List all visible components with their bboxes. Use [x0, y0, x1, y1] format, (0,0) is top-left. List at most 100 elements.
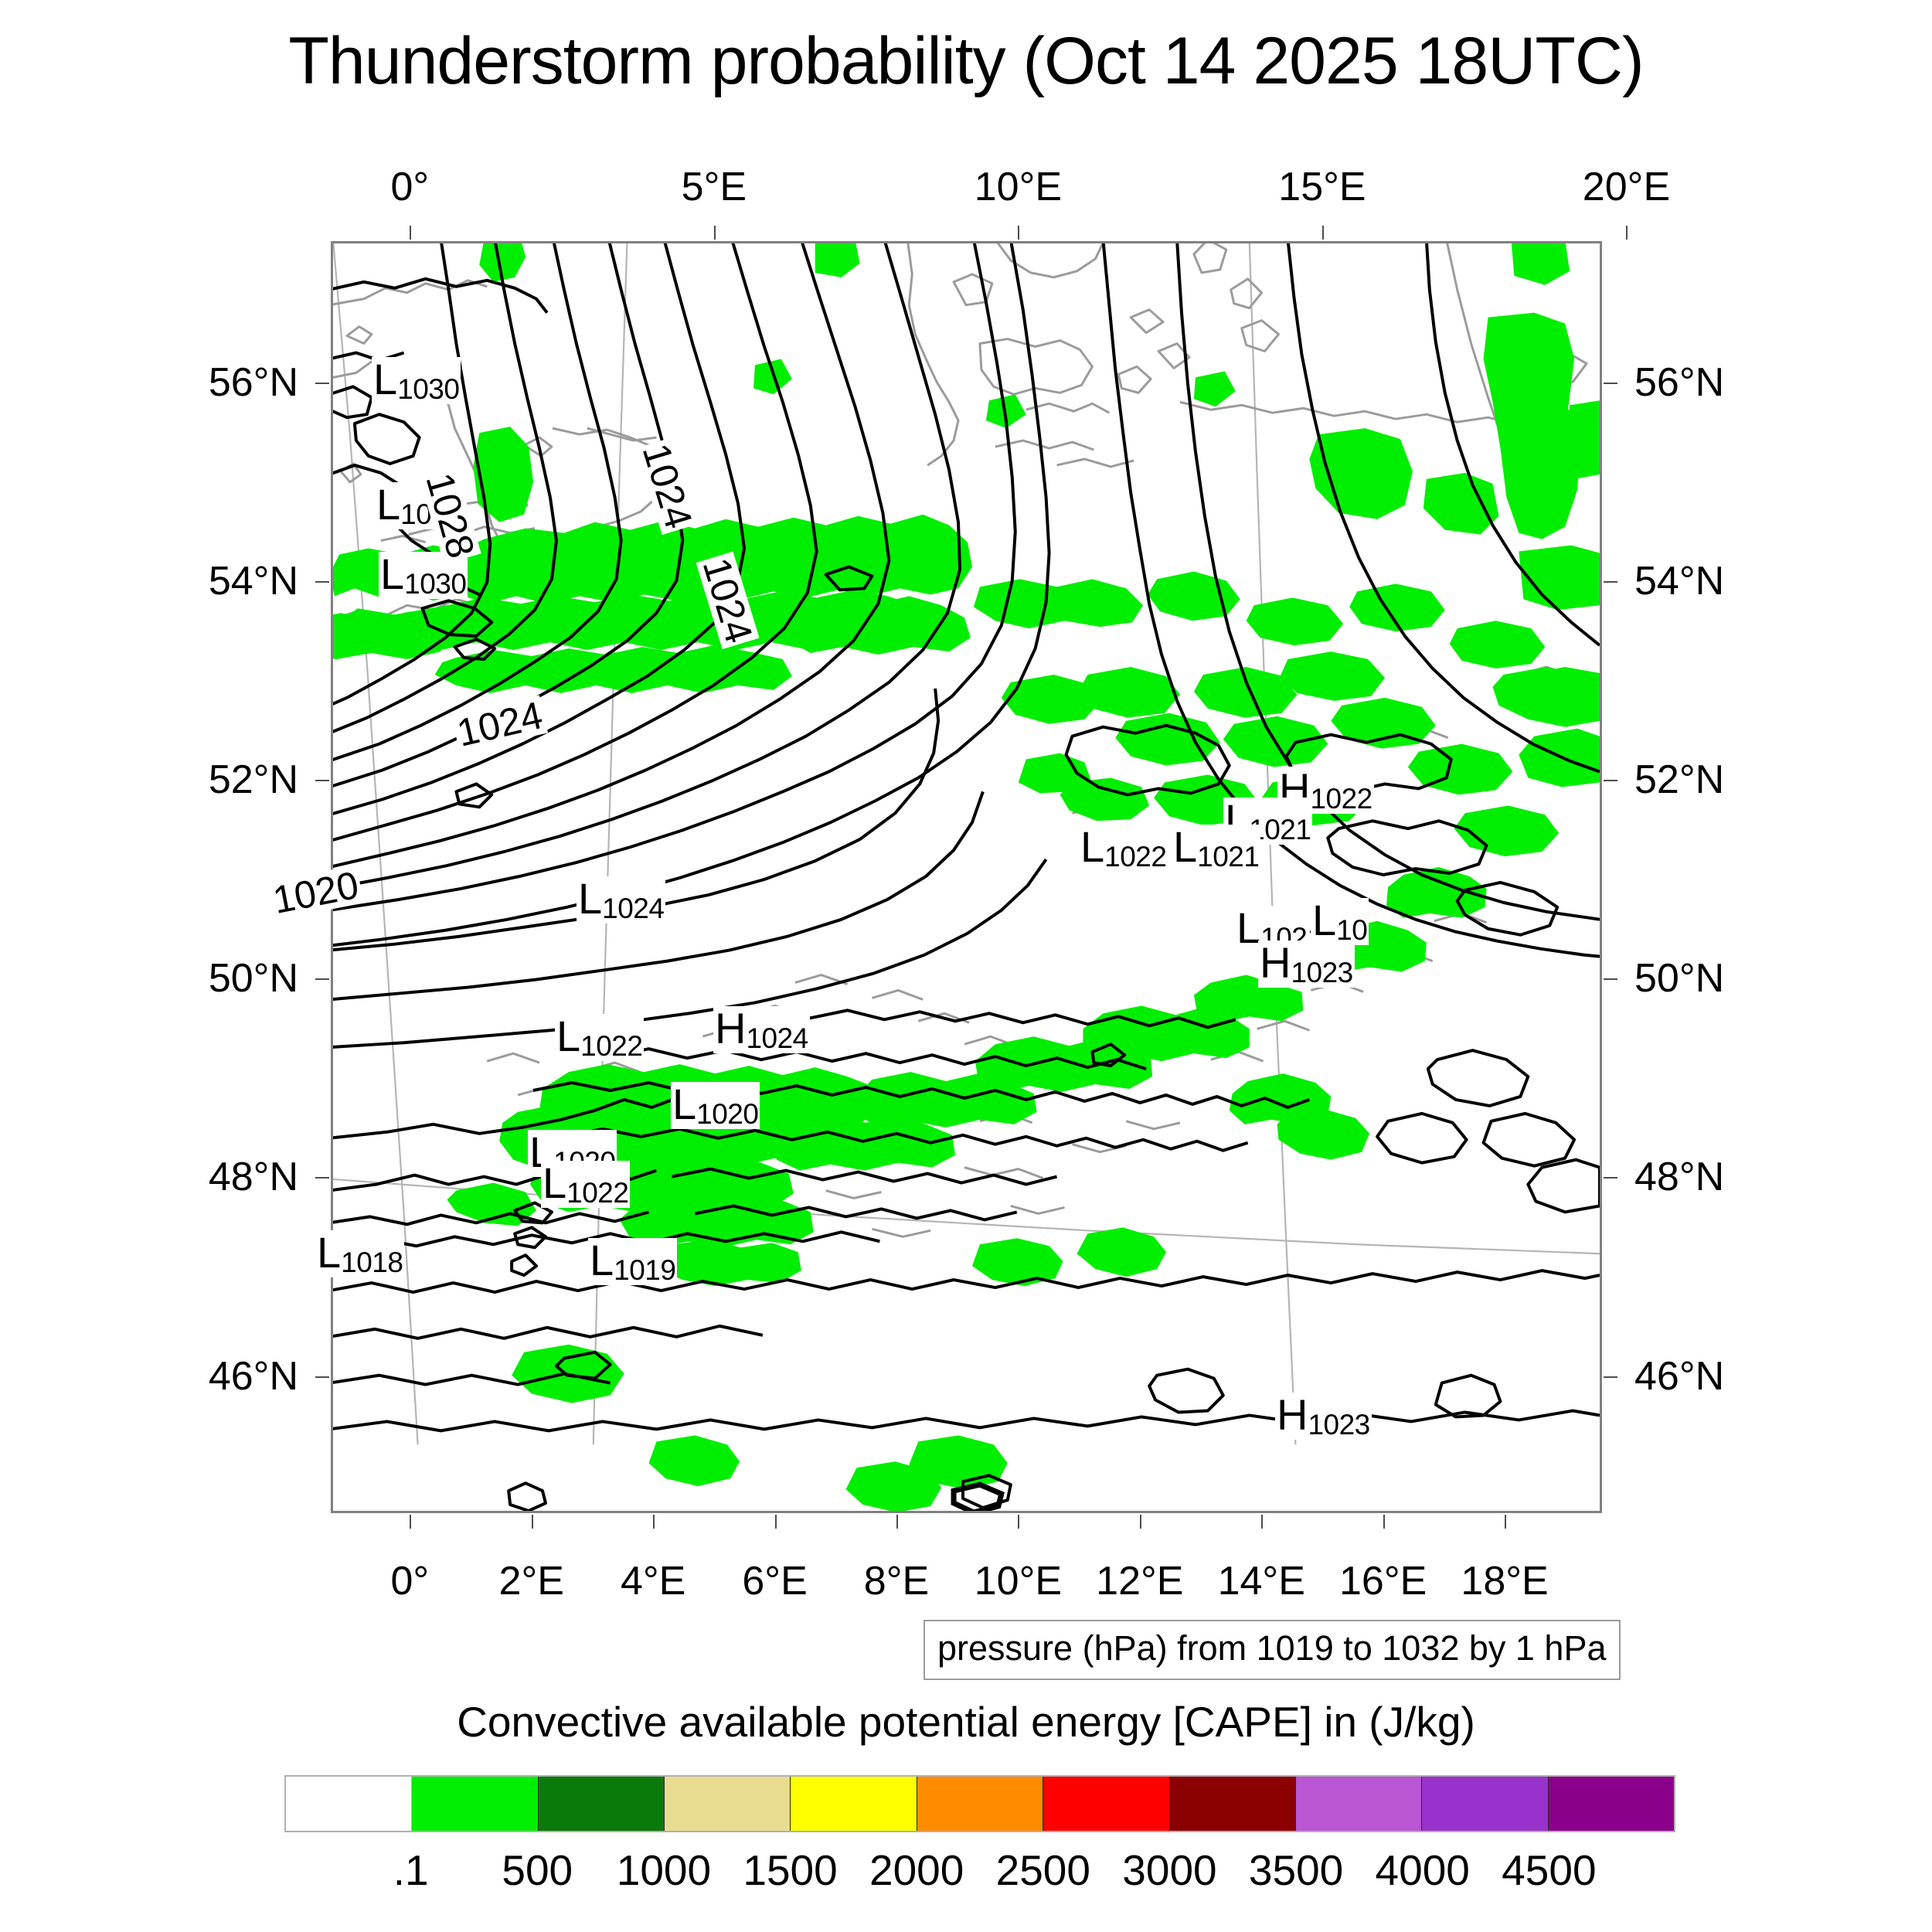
axis-label-bottom: 0°: [390, 1559, 430, 1604]
colorbar[interactable]: [284, 1775, 1675, 1832]
pressure-marker-value: 1024: [602, 893, 665, 924]
pressure-marker-value: 1023: [1291, 957, 1353, 988]
page-title: Thunderstorm probability (Oct 14 2025 18…: [288, 24, 1644, 98]
pressure-marker-letter: L: [543, 1158, 567, 1207]
axis-label-left: 46°N: [208, 1353, 298, 1399]
pressure-marker-value: 10: [1336, 914, 1368, 946]
axis-tick-bottom: [410, 1515, 412, 1529]
colorbar-swatch-3[interactable]: [665, 1777, 791, 1831]
axis-tick-top: [1321, 226, 1324, 240]
axis-tick-left: [315, 978, 329, 981]
pressure-marker-letter: L: [1236, 903, 1261, 952]
pressure-marker-value: 1023: [1308, 1409, 1370, 1440]
axis-tick-left: [315, 1177, 329, 1179]
isobar-emphasis: [951, 1481, 1005, 1511]
pressure-marker-letter: L: [556, 1012, 581, 1060]
pressure-marker-letter: L: [1080, 822, 1105, 871]
pressure-marker-value: 1022: [580, 1030, 643, 1062]
axis-tick-right: [1604, 580, 1617, 583]
axis-label-bottom: 18°E: [1461, 1559, 1549, 1604]
pressure-marker-value: 1022: [1310, 783, 1372, 815]
colorbar-tick-label: 4000: [1375, 1846, 1470, 1894]
colorbar-tick-label: 500: [502, 1846, 573, 1894]
pressure-marker-value: 1020: [696, 1098, 759, 1130]
axis-tick-top: [410, 226, 412, 240]
pressure-marker-letter: L: [578, 874, 603, 923]
axis-label-left: 48°N: [208, 1155, 298, 1200]
axis-label-bottom: 14°E: [1217, 1559, 1305, 1604]
axis-label-bottom: 6°E: [742, 1559, 808, 1604]
axis-label-bottom: 4°E: [620, 1559, 686, 1604]
map-svg: [333, 243, 1600, 1511]
high-pressure-label: H1024: [713, 1006, 810, 1053]
low-pressure-label: L1020: [671, 1082, 760, 1129]
axis-tick-bottom: [774, 1515, 777, 1529]
axis-label-top: 5°E: [681, 165, 747, 209]
colorbar-title: Convective available potential energy [C…: [457, 1698, 1475, 1746]
axis-tick-top: [1626, 226, 1628, 240]
low-pressure-label: L1021: [1172, 825, 1261, 872]
axis-tick-left: [315, 1376, 329, 1378]
pressure-marker-value: 1030: [404, 568, 467, 600]
axis-tick-top: [1018, 226, 1020, 240]
map-plot-area[interactable]: [331, 241, 1602, 1513]
colorbar-swatch-2[interactable]: [538, 1777, 665, 1831]
axis-label-bottom: 10°E: [974, 1559, 1063, 1604]
low-pressure-label: L1022: [555, 1012, 645, 1062]
axis-label-right: 50°N: [1634, 956, 1725, 1002]
colorbar-tick-label: .1: [393, 1846, 429, 1894]
axis-tick-bottom: [1018, 1515, 1020, 1529]
axis-label-top: 15°E: [1278, 165, 1366, 209]
colorbar-tick-labels: .1 500 1000 1500 2000 2500 3000 3500 4000 4500: [284, 1845, 1675, 1900]
high-pressure-label: H1023: [1258, 940, 1355, 988]
pressure-contour-note: pressure (hPa) from 1019 to 1032 by 1 hP…: [923, 1620, 1621, 1680]
colorbar-swatch-5[interactable]: [917, 1777, 1044, 1831]
axis-label-top: 20°E: [1582, 165, 1671, 209]
colorbar-swatch-4[interactable]: [791, 1777, 917, 1831]
axis-label-left: 50°N: [208, 956, 298, 1002]
pressure-marker-letter: L: [317, 1228, 342, 1277]
pressure-marker-value: 1019: [614, 1254, 676, 1286]
pressure-marker-letter: L: [373, 355, 398, 403]
axis-label-right: 54°N: [1634, 558, 1725, 604]
colorbar-tick-label: 3500: [1248, 1846, 1344, 1894]
pressure-marker-value: 1022: [566, 1177, 629, 1209]
axis-label-top: 10°E: [974, 165, 1063, 209]
axis-label-right: 46°N: [1634, 1353, 1725, 1399]
axis-tick-top: [713, 226, 716, 240]
axis-tick-left: [315, 382, 329, 384]
axis-tick-left: [315, 580, 329, 583]
axis-tick-bottom: [1139, 1515, 1141, 1529]
colorbar-tick-label: 4500: [1502, 1846, 1597, 1894]
axis-label-left: 54°N: [208, 558, 298, 604]
axis-label-right: 56°N: [1634, 359, 1725, 405]
colorbar-swatch-10[interactable]: [1548, 1777, 1674, 1831]
axis-tick-right: [1604, 1177, 1617, 1179]
colorbar-swatch-0[interactable]: [286, 1777, 413, 1831]
colorbar-swatch-8[interactable]: [1295, 1777, 1423, 1831]
colorbar-swatch-6[interactable]: [1043, 1777, 1170, 1831]
colorbar-swatch-9[interactable]: [1422, 1777, 1549, 1831]
axis-label-right: 48°N: [1634, 1155, 1725, 1200]
axis-tick-right: [1604, 779, 1617, 781]
pressure-marker-value: 1030: [397, 373, 460, 405]
low-pressure-label: L1018: [315, 1228, 405, 1278]
axis-label-bottom: 8°E: [863, 1559, 930, 1604]
pressure-marker-value: 1018: [341, 1247, 403, 1278]
low-pressure-label: L1022: [1079, 825, 1168, 872]
pressure-marker-letter: L: [590, 1236, 614, 1284]
low-pressure-label: L1024: [577, 874, 666, 924]
colorbar-tick-label: 3000: [1122, 1846, 1217, 1894]
axis-tick-right: [1604, 978, 1617, 981]
pressure-marker-value: 1022: [1104, 841, 1167, 872]
axis-tick-bottom: [1505, 1515, 1507, 1529]
colorbar-swatch-1[interactable]: [412, 1777, 539, 1831]
axis-label-bottom: 12°E: [1096, 1559, 1184, 1604]
axis-tick-right: [1604, 382, 1617, 384]
axis-tick-bottom: [896, 1515, 898, 1529]
colorbar-swatch-7[interactable]: [1169, 1777, 1296, 1831]
low-pressure-label: L10: [1311, 898, 1369, 945]
axis-label-right: 52°N: [1634, 757, 1725, 802]
axis-label-left: 56°N: [208, 359, 298, 405]
pressure-marker-letter: H: [715, 1004, 747, 1053]
